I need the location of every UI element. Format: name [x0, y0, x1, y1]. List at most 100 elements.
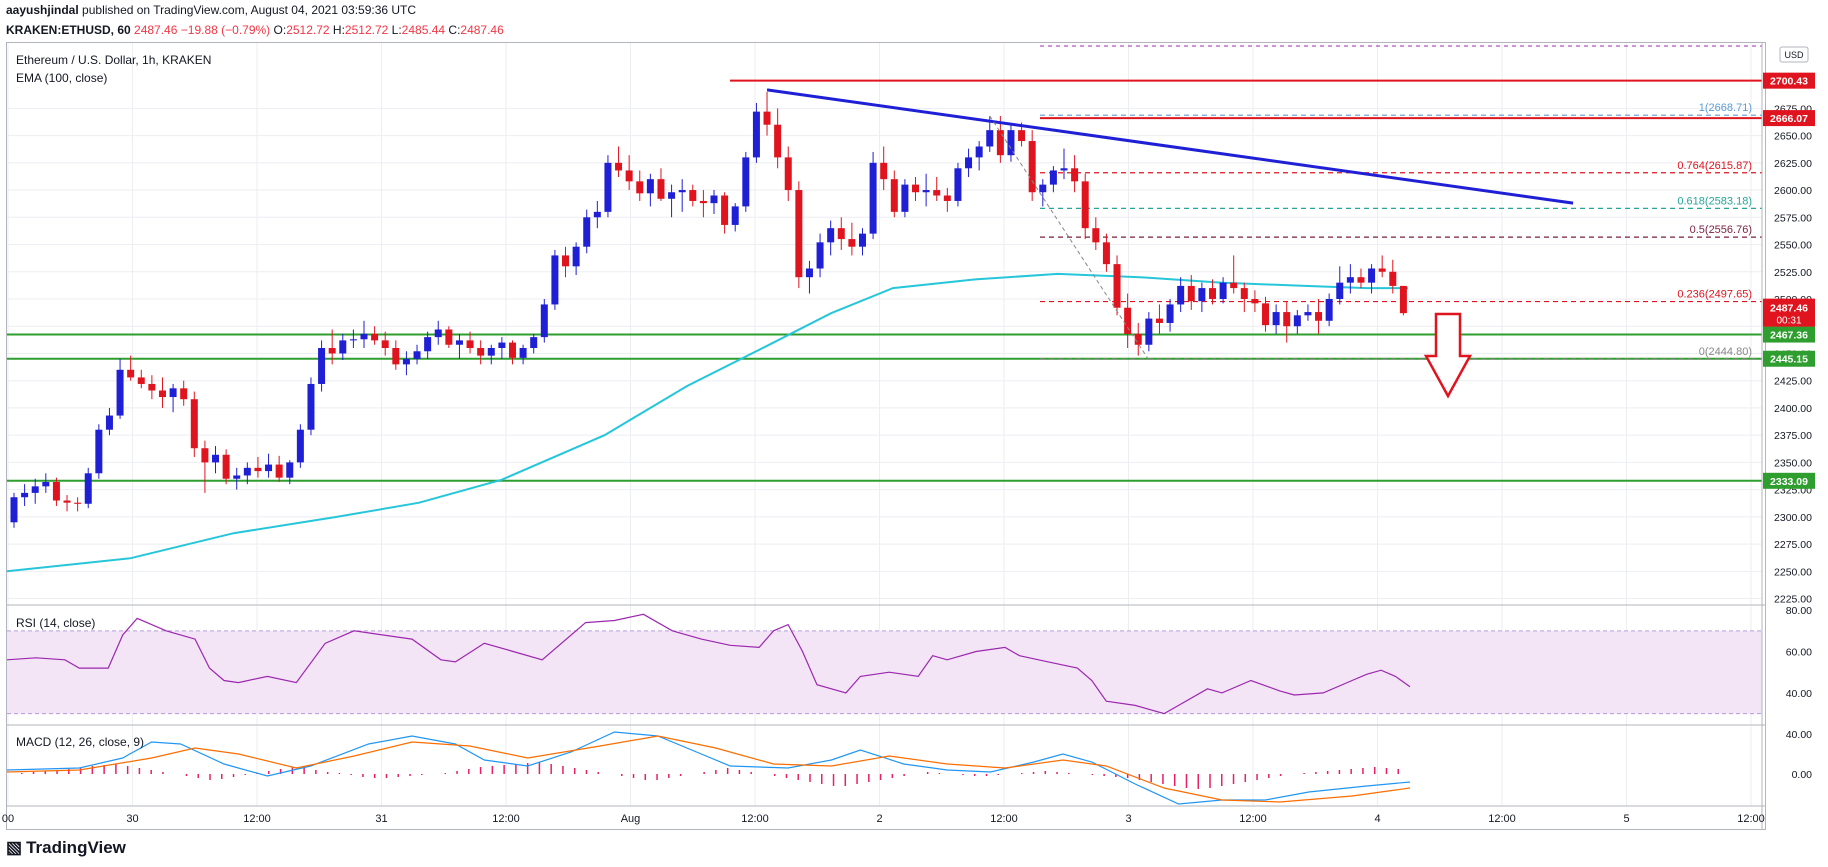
author-name[interactable]: aayushjindal [6, 3, 79, 17]
macd-legend: MACD (12, 26, close, 9) [16, 735, 144, 749]
tradingview-footer[interactable]: ▧ TradingView [6, 838, 126, 858]
price-tick-label: 2625.00 [1774, 158, 1812, 170]
candle-body [21, 492, 29, 498]
candle-body [116, 369, 124, 416]
candle-body [519, 348, 527, 358]
candle-body [583, 217, 591, 247]
candle-body [413, 351, 421, 359]
candle-body [625, 170, 633, 182]
close-label: C: [448, 23, 461, 37]
price-tick-label: 2250.00 [1774, 566, 1812, 578]
macd-tick-label: 40.00 [1786, 729, 1812, 741]
candle [1049, 166, 1057, 193]
candle [275, 455, 283, 482]
open-value: 2512.72 [286, 23, 330, 37]
x-tick-label: 30 [126, 813, 138, 825]
candle [1240, 282, 1248, 313]
candle-body [1283, 312, 1291, 327]
candle [678, 179, 686, 212]
x-tick-label: 31 [375, 813, 387, 825]
x-tick-label: 5 [1623, 813, 1629, 825]
candle [243, 462, 251, 485]
tradingview-logo-icon: ▧ [6, 838, 23, 857]
candle-body [84, 473, 92, 504]
candle-body [1028, 141, 1036, 193]
candle-body [710, 195, 718, 204]
candle-body [604, 162, 612, 212]
candle-body [222, 454, 230, 479]
candle-body [349, 339, 357, 341]
last-price-countdown: 00:31 [1776, 316, 1801, 327]
candle-body [392, 348, 400, 365]
candle [1124, 293, 1132, 349]
candle [392, 340, 400, 370]
candle-body [678, 190, 686, 193]
last-price-box [1763, 298, 1815, 327]
candle [827, 220, 835, 256]
candle-body [540, 304, 548, 338]
candle [1283, 301, 1291, 343]
candle [1230, 255, 1238, 294]
candle [593, 200, 601, 229]
rsi-tick-label: 40.00 [1786, 688, 1812, 700]
candle [551, 249, 559, 310]
candle-body [784, 157, 792, 191]
candle [1028, 130, 1036, 201]
candle [84, 467, 92, 509]
price-label: 2333.09 [1770, 476, 1808, 488]
candle [487, 344, 495, 365]
candle-body [402, 358, 410, 365]
candle [604, 155, 612, 218]
candle-body [1166, 304, 1174, 323]
candle-body [615, 162, 623, 171]
candle [10, 492, 18, 528]
candle [530, 333, 538, 354]
candle [922, 173, 930, 207]
candle [371, 326, 379, 345]
candle-body [752, 111, 760, 158]
candle [21, 484, 29, 506]
candle [201, 440, 209, 493]
close-value: 2487.46 [460, 23, 504, 37]
candle [148, 375, 156, 400]
candle-body [1389, 271, 1397, 286]
candle-body [912, 184, 920, 193]
candle [721, 192, 729, 234]
candle-body [1124, 307, 1132, 334]
candle-body [827, 228, 835, 243]
candle [169, 383, 177, 413]
price-tick-label: 2350.00 [1774, 457, 1812, 469]
candle-body [1081, 181, 1089, 229]
candle-body [42, 481, 50, 487]
pair-legend: Ethereum / U.S. Dollar, 1h, KRAKEN [16, 53, 211, 67]
candle-body [646, 179, 654, 194]
candle-body [774, 124, 782, 158]
candle [774, 108, 782, 169]
candle [31, 478, 39, 504]
x-tick-label: Aug [621, 813, 641, 825]
candle-body [954, 168, 962, 201]
candle [328, 329, 336, 365]
candle-body [424, 337, 432, 352]
currency-badge[interactable]: USD [1779, 46, 1809, 63]
candle [116, 358, 124, 419]
candle-body [848, 239, 856, 247]
candle-body [975, 146, 983, 158]
candle [1357, 268, 1365, 289]
candle [1007, 124, 1015, 162]
price-tick-label: 2300.00 [1774, 512, 1812, 524]
candle [752, 102, 760, 163]
candle-body [1208, 288, 1216, 299]
candle [519, 344, 527, 365]
candle [657, 168, 665, 201]
candle [445, 326, 453, 349]
candle-body [1368, 268, 1376, 283]
rsi-tick-label: 60.00 [1786, 647, 1812, 659]
candle [307, 377, 315, 436]
candle [1208, 279, 1216, 305]
macd-panel [6, 731, 1411, 805]
candle-body [1198, 288, 1206, 302]
candle-body [1399, 285, 1407, 314]
fib-diagonal [989, 115, 1150, 361]
